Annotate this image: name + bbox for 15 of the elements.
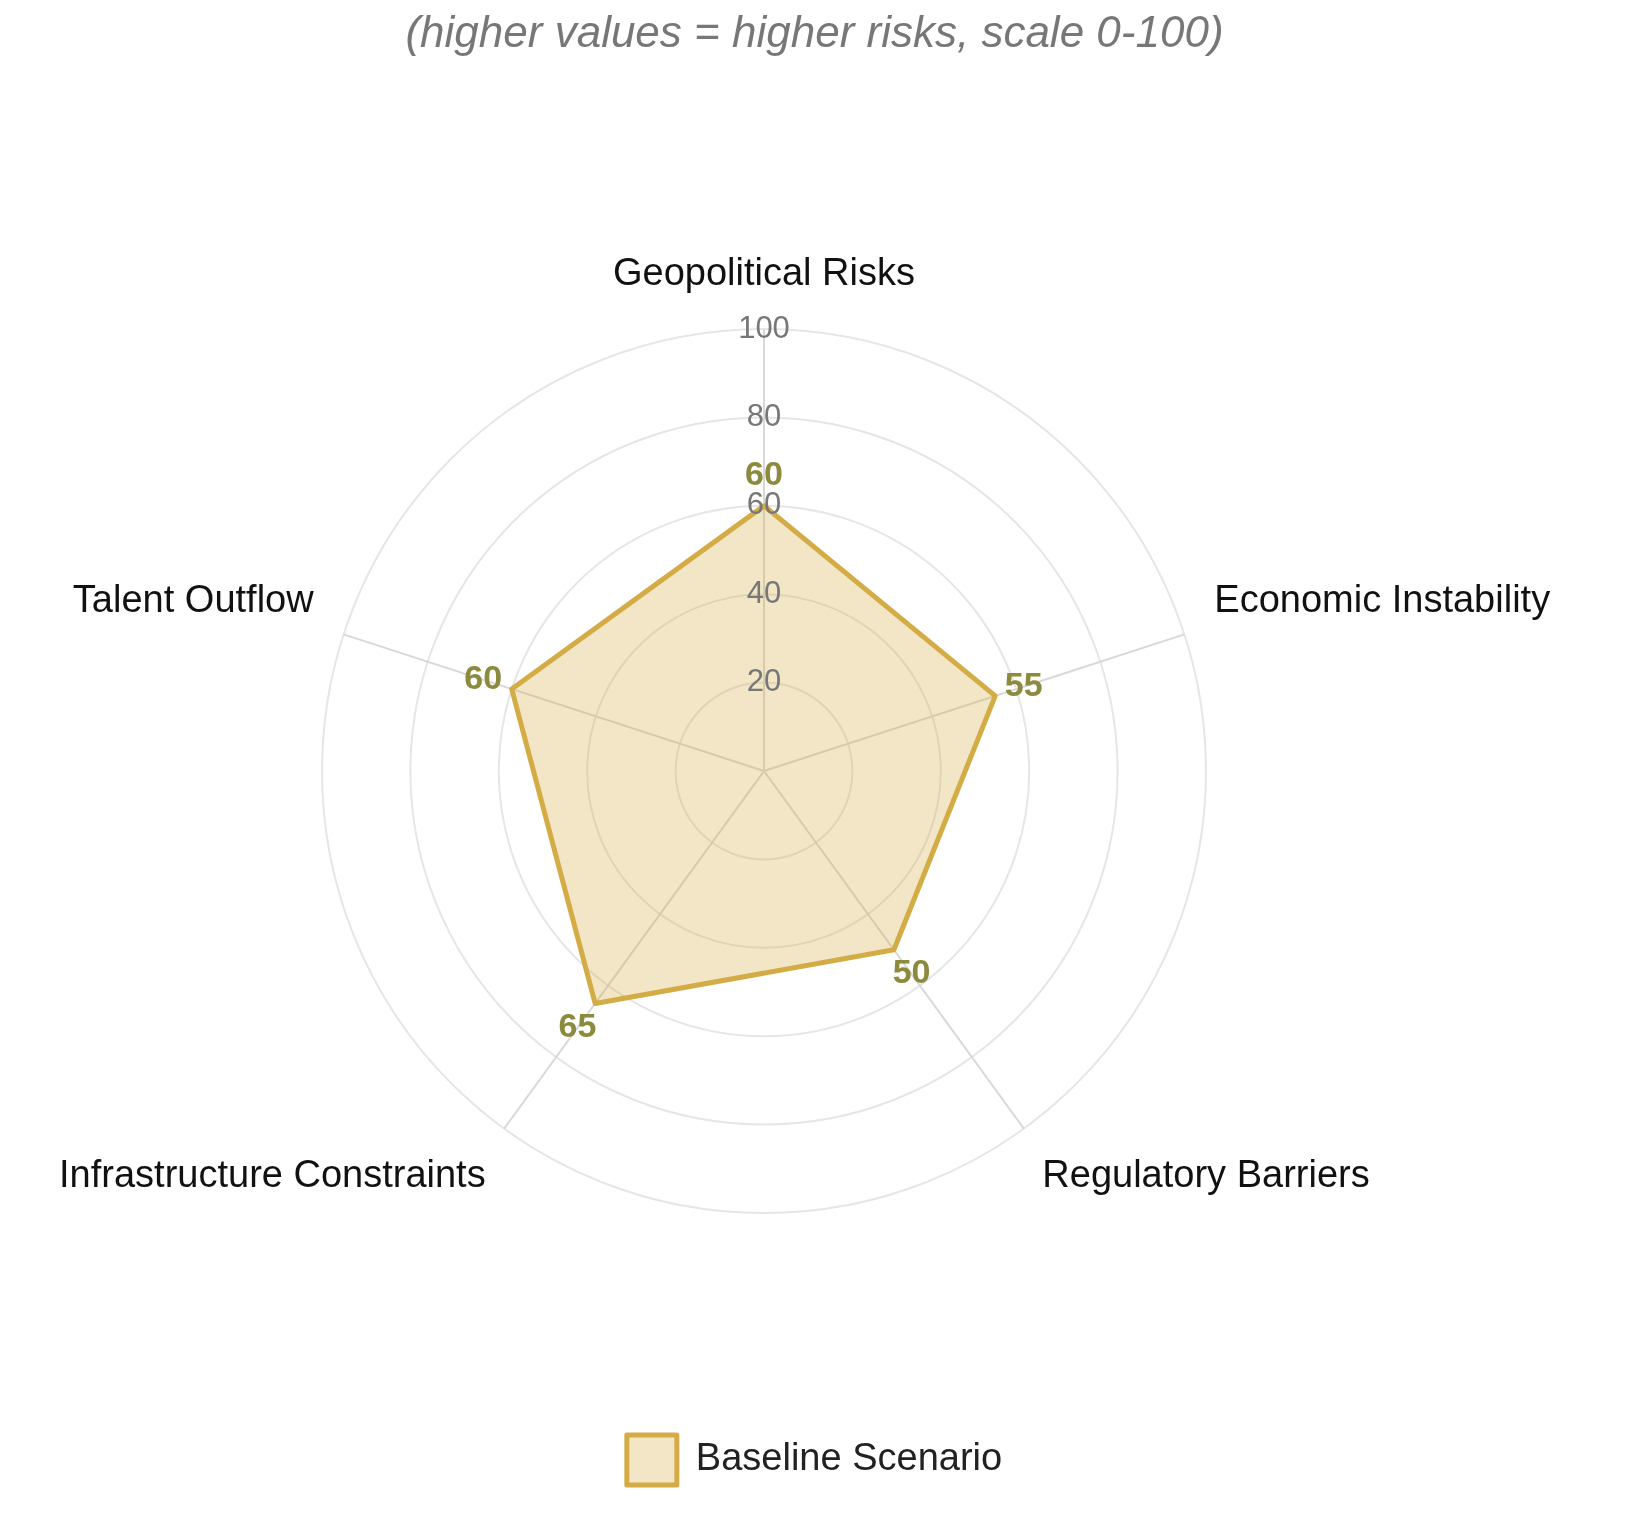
y-tick-label: 100 xyxy=(738,309,790,345)
y-tick-label: 20 xyxy=(746,663,782,699)
chart-subtitle: (higher values = higher risks, scale 0-100) xyxy=(405,6,1224,56)
data-label: 60 xyxy=(464,658,503,697)
spoke-label: Regulatory Barriers xyxy=(1042,1153,1370,1196)
data-label: 65 xyxy=(558,1006,597,1045)
spoke-label: Infrastructure Constraints xyxy=(59,1153,486,1196)
spoke-label: Talent Outflow xyxy=(72,578,315,621)
legend-label: Baseline Scenario xyxy=(695,1436,1003,1479)
spoke-label: Geopolitical Risks xyxy=(613,251,915,294)
data-label: 50 xyxy=(892,952,931,991)
spoke-label: Economic Instability xyxy=(1214,578,1551,621)
data-label: 55 xyxy=(1004,664,1043,703)
y-tick-label: 80 xyxy=(746,397,782,433)
y-tick-label: 40 xyxy=(746,574,782,610)
